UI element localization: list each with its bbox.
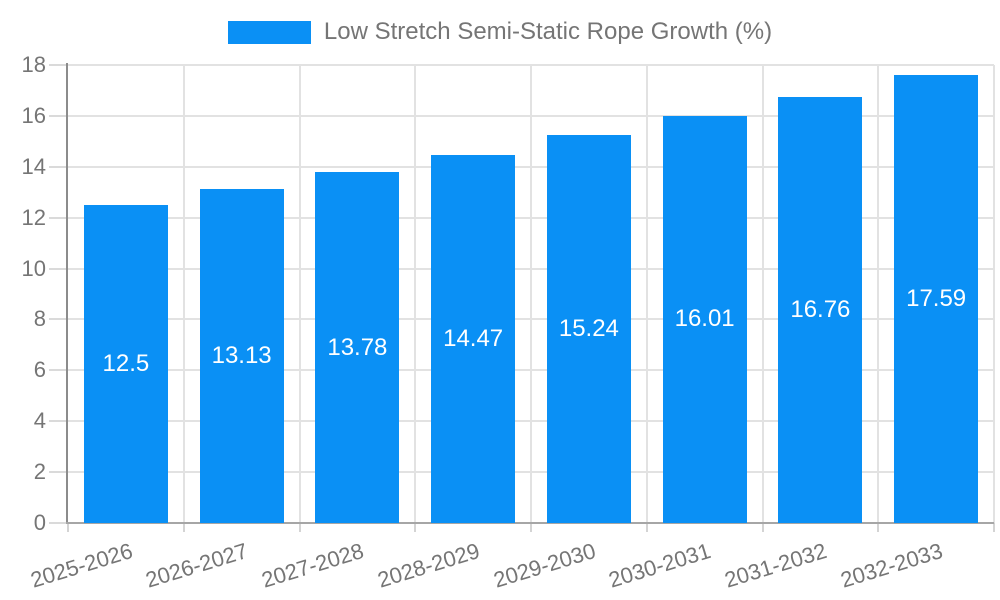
y-axis-tick-label: 10 xyxy=(21,255,46,281)
y-axis-line xyxy=(66,63,68,523)
y-axis-tick xyxy=(49,64,68,66)
x-axis-tick xyxy=(298,523,301,532)
gridline-vertical xyxy=(298,65,301,523)
bar-value-label: 16.01 xyxy=(674,305,735,333)
x-axis-line xyxy=(66,522,994,524)
gridline-vertical xyxy=(414,65,417,523)
bar[interactable] xyxy=(199,188,284,523)
y-axis-tick xyxy=(49,165,68,168)
gridline-vertical xyxy=(993,65,995,523)
x-axis-label: 2025-2026 xyxy=(27,538,136,593)
x-axis-tick xyxy=(182,523,185,532)
legend[interactable]: Low Stretch Semi-Static Rope Growth (%) xyxy=(0,17,1000,47)
y-axis-tick-label: 4 xyxy=(33,408,46,434)
x-axis-tick xyxy=(877,523,880,532)
legend-swatch xyxy=(227,20,311,44)
bar-value-label: 14.47 xyxy=(443,324,504,352)
bar[interactable] xyxy=(778,96,863,523)
bar[interactable] xyxy=(83,204,168,523)
y-axis-tick xyxy=(49,471,68,474)
y-axis-tick xyxy=(49,522,68,524)
y-axis-tick xyxy=(49,318,68,321)
bar[interactable] xyxy=(894,75,979,523)
x-axis-tick xyxy=(414,523,417,532)
bar-value-label: 13.78 xyxy=(327,333,388,361)
y-axis-tick-label: 12 xyxy=(21,204,46,230)
y-axis-tick-label: 16 xyxy=(21,102,46,128)
y-axis-tick-label: 6 xyxy=(33,357,46,383)
bar-value-label: 16.76 xyxy=(790,295,851,323)
y-axis-tick-label: 2 xyxy=(33,459,46,485)
gridline-vertical xyxy=(761,65,764,523)
gridline-vertical xyxy=(182,65,185,523)
gridline-vertical xyxy=(530,65,532,523)
x-axis-label: 2032-2033 xyxy=(837,538,946,593)
x-axis-label: 2030-2031 xyxy=(606,538,714,593)
y-axis-tick-label: 14 xyxy=(21,153,46,179)
bar[interactable] xyxy=(662,115,747,523)
x-axis-label: 2031-2032 xyxy=(721,538,830,593)
gridline-vertical xyxy=(877,65,880,523)
x-axis-label: 2027-2028 xyxy=(258,538,367,593)
x-axis-label: 2028-2029 xyxy=(374,538,483,593)
x-axis-tick xyxy=(645,523,648,532)
gridline-vertical xyxy=(645,65,648,523)
x-axis-tick xyxy=(67,523,69,532)
x-axis-label: 2029-2030 xyxy=(490,538,599,593)
bar[interactable] xyxy=(315,172,400,523)
bar-value-label: 15.24 xyxy=(558,315,619,343)
x-axis-tick xyxy=(993,523,995,532)
bar[interactable] xyxy=(431,154,516,523)
y-axis-tick xyxy=(49,267,68,270)
x-axis-tick xyxy=(761,523,764,532)
bar-value-label: 12.5 xyxy=(102,349,150,377)
y-axis-tick xyxy=(49,114,68,117)
y-axis-tick xyxy=(49,216,68,219)
x-axis-tick xyxy=(530,523,532,532)
y-axis-tick-label: 18 xyxy=(21,52,46,77)
bar-value-label: 17.59 xyxy=(906,285,967,313)
y-axis-tick-label: 8 xyxy=(33,306,46,332)
bar[interactable] xyxy=(546,135,631,523)
y-axis-tick-label: 0 xyxy=(33,510,46,535)
legend-label: Low Stretch Semi-Static Rope Growth (%) xyxy=(323,18,773,45)
x-axis-label: 2026-2027 xyxy=(143,538,251,593)
bar-value-label: 13.13 xyxy=(211,341,272,369)
y-axis-tick xyxy=(49,369,68,372)
y-axis-tick xyxy=(49,420,68,423)
